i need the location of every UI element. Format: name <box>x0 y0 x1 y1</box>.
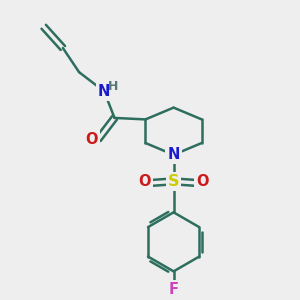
Text: O: O <box>85 132 98 147</box>
Text: S: S <box>168 174 179 189</box>
Text: O: O <box>139 174 151 189</box>
Text: O: O <box>196 174 208 189</box>
Text: H: H <box>108 80 118 93</box>
Text: N: N <box>167 147 180 162</box>
Text: F: F <box>169 282 178 297</box>
Text: N: N <box>98 84 110 99</box>
